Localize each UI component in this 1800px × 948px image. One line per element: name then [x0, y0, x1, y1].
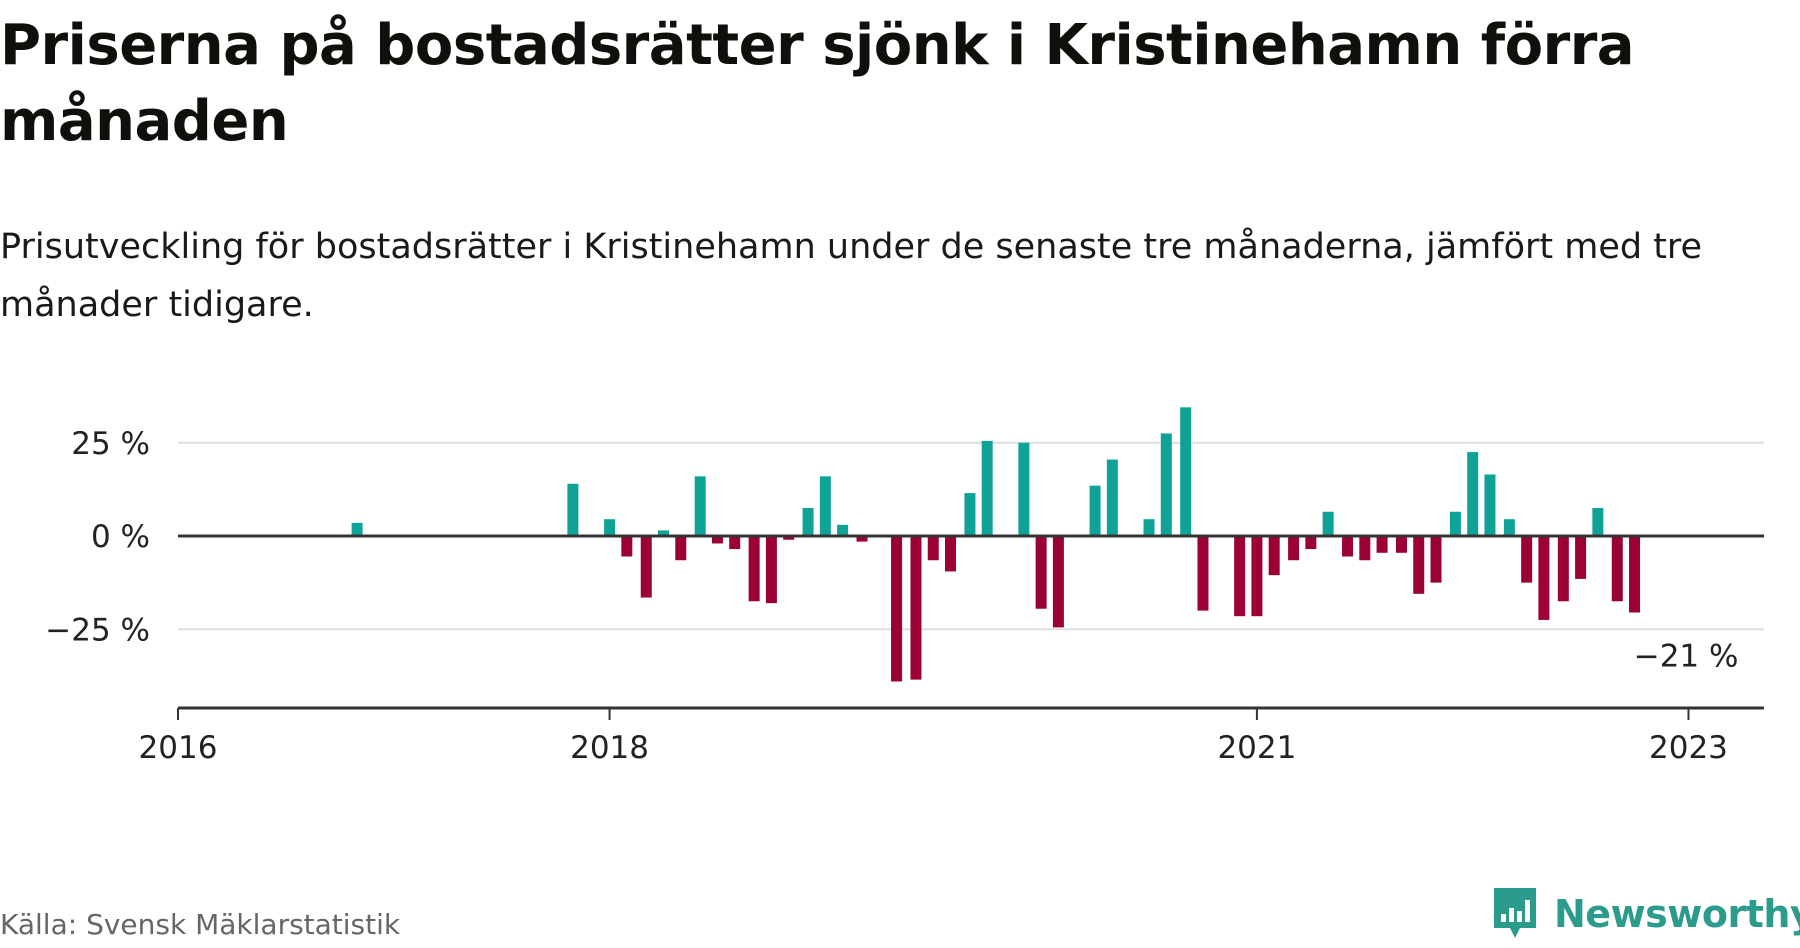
bar: [351, 522, 363, 536]
axes: [177, 534, 1764, 720]
y-tick-label: −25 %: [45, 612, 150, 648]
bar: [1395, 536, 1407, 553]
bar-chart-speech-bubble-icon: [1494, 888, 1536, 938]
bar: [1234, 536, 1246, 617]
bar: [1018, 442, 1030, 536]
tick-labels: 25 % 0 % −25 % 2016 2018 2021 2023 −21 %: [45, 426, 1738, 766]
brand-logo: Newsworthy: [1490, 884, 1800, 944]
bar: [711, 536, 723, 544]
y-tick-label: 25 %: [71, 426, 150, 462]
bar: [658, 530, 670, 536]
bar: [1611, 536, 1623, 602]
bar: [1251, 536, 1263, 617]
bar: [567, 483, 579, 536]
bar: [981, 440, 993, 536]
bar: [1503, 519, 1515, 536]
bar: [604, 519, 616, 536]
bar: [1557, 536, 1569, 602]
bar: [1359, 536, 1371, 561]
bar: [1268, 536, 1280, 576]
bar: [1288, 536, 1300, 561]
bar: [1342, 536, 1354, 557]
bar: [729, 536, 741, 550]
bar: [856, 536, 868, 542]
bars: [351, 407, 1641, 682]
brand-name: Newsworthy: [1554, 892, 1800, 936]
bar: [891, 536, 903, 682]
bar: [1575, 536, 1587, 579]
bar: [1376, 536, 1388, 553]
x-tick-label: 2023: [1649, 730, 1728, 766]
bar: [1521, 536, 1533, 583]
bar: [819, 476, 831, 536]
bar: [910, 536, 922, 680]
y-tick-label: 0 %: [91, 519, 150, 555]
bar: [1035, 536, 1047, 609]
bar: [748, 536, 760, 602]
source-note: Källa: Svensk Mäklarstatistik: [0, 908, 401, 941]
bar: [694, 476, 706, 536]
bar: [964, 493, 976, 536]
bar: [1052, 536, 1064, 628]
grid-lines: [178, 441, 1764, 631]
bar: [1413, 536, 1425, 594]
bar: [765, 536, 777, 604]
x-tick-label: 2021: [1217, 730, 1296, 766]
x-tick-label: 2018: [570, 730, 649, 766]
latest-value-label: −21 %: [1634, 638, 1739, 674]
bar: [1197, 536, 1209, 611]
bar: [1467, 452, 1479, 536]
chart-subtitle: Prisutveckling för bostadsrätter i Krist…: [0, 227, 1703, 325]
bar: [837, 524, 849, 536]
bar: [1143, 519, 1155, 536]
bar: [1305, 536, 1317, 550]
bar: [1538, 536, 1550, 620]
bar: [802, 508, 814, 536]
bar: [1430, 536, 1442, 583]
bar: [927, 536, 939, 561]
bar: [675, 536, 687, 561]
bar: [1629, 536, 1641, 613]
bar: [783, 536, 795, 540]
bar: [1180, 407, 1192, 536]
bar: [640, 536, 652, 598]
bar: [1592, 508, 1604, 536]
bar: [1160, 433, 1172, 536]
bar: [945, 536, 957, 572]
x-tick-label: 2016: [139, 730, 218, 766]
bar: [1089, 485, 1101, 536]
bar: [1106, 459, 1118, 536]
bar: [621, 536, 633, 557]
bar: [1484, 474, 1496, 536]
chart-title: Priserna på bostadsrätter sjönk i Kristi…: [0, 13, 1635, 154]
bar: [1449, 511, 1461, 536]
bar: [1322, 511, 1334, 536]
